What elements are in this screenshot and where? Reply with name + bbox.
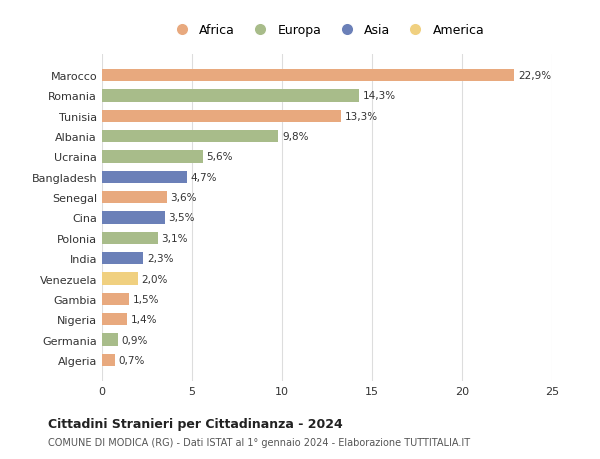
Text: 3,1%: 3,1%	[161, 233, 188, 243]
Text: COMUNE DI MODICA (RG) - Dati ISTAT al 1° gennaio 2024 - Elaborazione TUTTITALIA.: COMUNE DI MODICA (RG) - Dati ISTAT al 1°…	[48, 437, 470, 447]
Bar	[102, 293, 129, 305]
Text: 3,6%: 3,6%	[170, 193, 197, 203]
Text: 0,7%: 0,7%	[118, 355, 145, 365]
Bar	[102, 171, 187, 184]
Bar	[102, 232, 158, 244]
Text: 1,4%: 1,4%	[131, 314, 157, 325]
Text: 13,3%: 13,3%	[345, 112, 378, 122]
Bar	[102, 192, 167, 204]
Text: Cittadini Stranieri per Cittadinanza - 2024: Cittadini Stranieri per Cittadinanza - 2…	[48, 417, 343, 430]
Text: 9,8%: 9,8%	[282, 132, 308, 142]
Text: 2,0%: 2,0%	[142, 274, 168, 284]
Bar	[102, 252, 143, 265]
Bar	[102, 313, 127, 325]
Bar	[102, 111, 341, 123]
Bar	[102, 334, 118, 346]
Text: 4,7%: 4,7%	[190, 173, 217, 182]
Bar	[102, 131, 278, 143]
Bar	[102, 151, 203, 163]
Text: 2,3%: 2,3%	[147, 254, 173, 263]
Legend: Africa, Europa, Asia, America: Africa, Europa, Asia, America	[164, 19, 490, 42]
Text: 14,3%: 14,3%	[363, 91, 396, 101]
Text: 0,9%: 0,9%	[122, 335, 148, 345]
Bar	[102, 273, 138, 285]
Text: 22,9%: 22,9%	[518, 71, 551, 81]
Bar	[102, 212, 165, 224]
Text: 3,5%: 3,5%	[169, 213, 195, 223]
Text: 5,6%: 5,6%	[206, 152, 233, 162]
Bar	[102, 90, 359, 102]
Bar	[102, 70, 514, 82]
Bar	[102, 354, 115, 366]
Text: 1,5%: 1,5%	[133, 294, 159, 304]
